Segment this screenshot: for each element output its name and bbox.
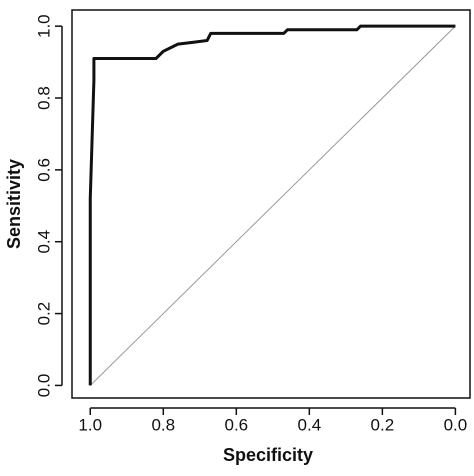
x-tick-label: 0.2	[371, 415, 395, 434]
x-tick-label: 1.0	[78, 415, 102, 434]
y-tick-label: 0.2	[34, 302, 53, 326]
roc-line	[88, 24, 456, 386]
y-tick-label: 0.8	[34, 86, 53, 110]
y-tick-label: 0.0	[34, 374, 53, 398]
x-tick-label: 0.4	[298, 415, 322, 434]
x-axis-title: Specificity	[223, 445, 313, 465]
y-tick-label: 0.4	[34, 230, 53, 254]
x-tick-label: 0.0	[444, 415, 468, 434]
y-tick-label: 1.0	[34, 14, 53, 38]
y-tick-label: 0.6	[34, 158, 53, 182]
x-tick-label: 0.6	[224, 415, 248, 434]
roc-line	[89, 25, 456, 386]
plot-frame	[71, 9, 471, 399]
x-tick-label: 0.8	[151, 415, 175, 434]
y-axis-title: Sensitivity	[4, 159, 24, 249]
